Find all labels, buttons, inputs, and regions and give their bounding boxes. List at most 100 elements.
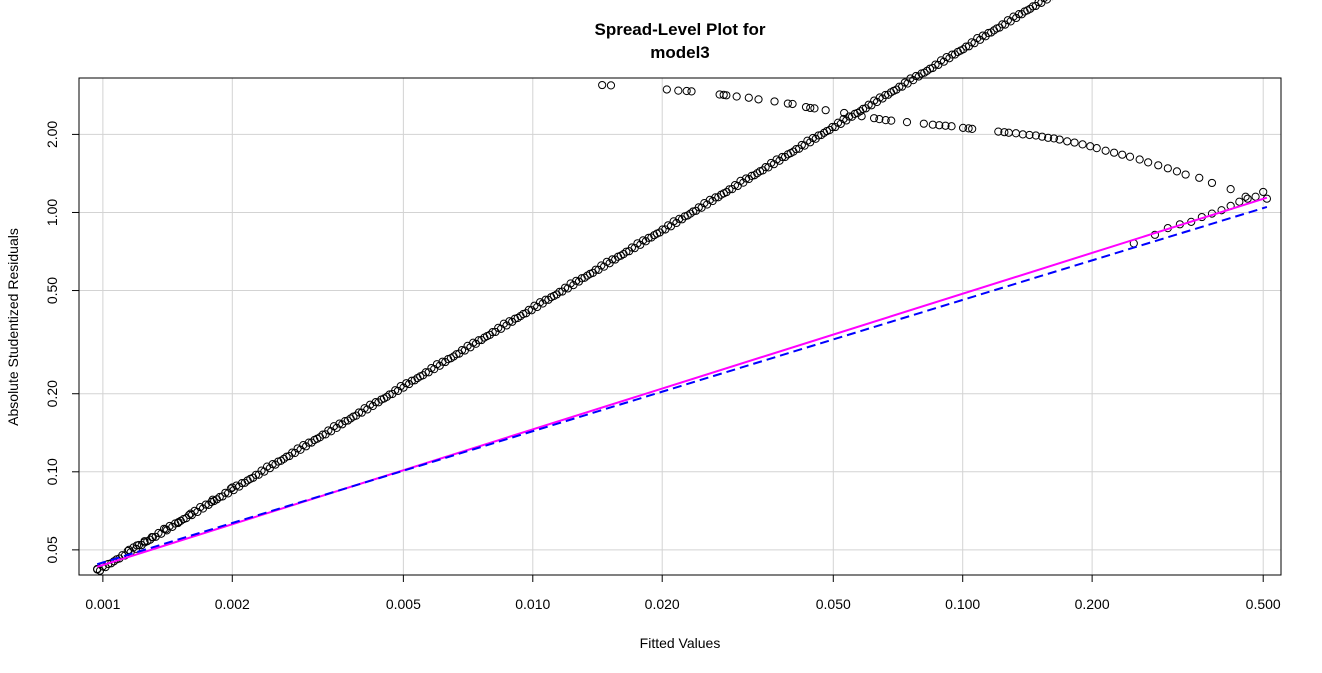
data-point — [1251, 192, 1260, 201]
data-point — [1235, 197, 1244, 206]
data-point — [1011, 129, 1021, 138]
data-point — [1038, 132, 1047, 141]
data-point — [931, 60, 940, 69]
data-point — [1207, 178, 1217, 188]
y-axis-label: Absolute Studentized Residuals — [5, 228, 21, 426]
data-point — [675, 214, 684, 223]
data-point — [674, 86, 683, 95]
x-tick-label: 0.100 — [945, 596, 980, 612]
data-point — [994, 127, 1003, 136]
data-point — [864, 100, 873, 109]
data-point — [895, 82, 904, 91]
data-point — [1028, 2, 1038, 11]
data-point — [987, 28, 996, 37]
data-point — [591, 265, 600, 274]
data-point — [887, 116, 896, 125]
data-point — [173, 518, 183, 528]
data-point — [788, 99, 797, 109]
data-point — [502, 321, 511, 330]
data-point — [884, 90, 893, 99]
data-point — [828, 122, 837, 132]
data-point — [1044, 133, 1053, 142]
data-point — [1259, 187, 1268, 197]
data-point — [1135, 155, 1144, 164]
data-point — [1025, 130, 1034, 140]
data-point — [817, 130, 826, 140]
chart-subtitle: model3 — [650, 43, 710, 62]
data-point — [647, 233, 656, 242]
data-point — [318, 430, 327, 439]
data-point — [744, 93, 753, 102]
data-point — [251, 470, 261, 479]
data-point — [201, 500, 210, 509]
data-point — [161, 525, 170, 534]
data-point — [1226, 185, 1235, 194]
data-point — [385, 390, 394, 399]
data-point — [725, 185, 734, 194]
x-tick-label: 0.002 — [215, 596, 250, 612]
data-point — [770, 97, 779, 106]
data-point — [147, 533, 156, 542]
x-tick-label: 0.001 — [85, 596, 120, 612]
data-point — [658, 225, 667, 234]
data-point — [806, 103, 815, 113]
data-point — [1172, 167, 1182, 176]
data-point — [611, 255, 620, 264]
data-point — [237, 478, 247, 488]
data-point — [919, 119, 928, 128]
data-point — [421, 368, 430, 377]
data-points — [93, 0, 1272, 575]
grid-lines — [79, 78, 1281, 575]
data-point — [958, 123, 968, 132]
data-point — [780, 152, 790, 162]
data-point — [847, 112, 857, 121]
data-point — [488, 327, 497, 337]
data-point — [1004, 128, 1013, 137]
x-axis-label: Fitted Values — [640, 635, 721, 651]
data-point — [840, 108, 849, 118]
data-point — [477, 335, 486, 345]
data-point — [598, 80, 607, 90]
data-point — [672, 218, 681, 228]
data-point — [1163, 164, 1172, 173]
data-point — [132, 541, 142, 550]
data-point — [541, 295, 550, 304]
data-point — [1243, 194, 1252, 203]
data-point — [1110, 148, 1119, 157]
data-point — [307, 438, 316, 447]
data-point — [1014, 9, 1024, 19]
data-point — [682, 86, 691, 96]
data-point — [1031, 131, 1041, 140]
x-tick-label: 0.005 — [386, 596, 421, 612]
data-point — [1241, 192, 1250, 201]
data-point — [964, 124, 973, 133]
data-point — [662, 85, 671, 94]
data-point — [722, 91, 731, 100]
y-tick-label: 0.05 — [44, 536, 60, 563]
data-point — [438, 357, 447, 366]
data-point — [354, 408, 364, 417]
data-point — [457, 345, 467, 355]
data-point — [374, 398, 383, 407]
data-point — [124, 545, 134, 554]
data-point — [935, 121, 944, 130]
y-tick-label: 1.00 — [44, 199, 60, 226]
data-point — [1017, 10, 1026, 19]
data-point — [909, 76, 918, 85]
y-tick-label: 0.10 — [44, 458, 60, 485]
data-point — [441, 357, 450, 367]
data-point — [694, 203, 703, 212]
x-tick-label: 0.200 — [1075, 596, 1110, 612]
data-point — [288, 448, 297, 457]
data-point — [719, 90, 728, 100]
data-point — [1000, 128, 1009, 137]
x-tick-label: 0.500 — [1246, 596, 1281, 612]
data-point — [778, 152, 787, 162]
data-point — [1063, 137, 1072, 146]
data-point — [761, 163, 770, 172]
y-tick-label: 0.50 — [44, 277, 60, 304]
data-point — [1042, 0, 1051, 4]
data-point — [1092, 144, 1101, 153]
data-point — [580, 273, 589, 282]
